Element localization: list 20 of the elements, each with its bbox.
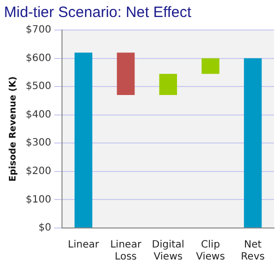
x-tick-label: Linear xyxy=(68,240,100,251)
y-tick-label: $100 xyxy=(26,194,52,206)
y-tick-label: $300 xyxy=(26,138,52,149)
y-tick-label: $700 xyxy=(26,24,52,36)
y-tick-label: $600 xyxy=(26,52,52,64)
bar xyxy=(116,52,135,96)
y-tick-label: $500 xyxy=(26,81,52,92)
chart-title: Mid-tier Scenario: Net Effect xyxy=(4,4,192,22)
x-tick-label: Net Revs xyxy=(240,240,265,263)
x-tick-label: Clip Views xyxy=(196,240,225,263)
x-tick-label: Linear Loss xyxy=(110,240,142,263)
y-axis-title: Episode Revenue (K) xyxy=(8,76,19,182)
y-tick-label: $400 xyxy=(26,109,52,120)
x-tick-label: Digital Views xyxy=(152,240,184,263)
bar xyxy=(244,58,262,228)
bar xyxy=(74,52,92,228)
bar xyxy=(202,58,220,74)
y-tick-label: $200 xyxy=(26,166,52,178)
y-tick-label: $0 xyxy=(38,222,52,234)
bar xyxy=(159,74,178,96)
